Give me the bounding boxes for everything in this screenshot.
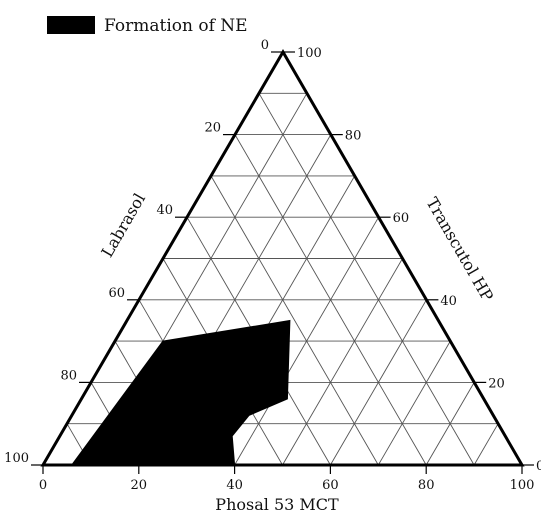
- tick-marks: [31, 51, 534, 474]
- grid-line-phosal-90: [473, 423, 499, 466]
- right-tick-label-100: 100: [297, 46, 322, 61]
- legend-swatch: [47, 16, 95, 34]
- bottom-tick-label-0: 0: [39, 478, 47, 493]
- legend-label: Formation of NE: [104, 16, 248, 36]
- ne-formation-region: [70, 319, 291, 466]
- left-tick-label-0: 0: [261, 38, 269, 53]
- bottom-tick-label-40: 40: [226, 478, 243, 493]
- right-tick-label-80: 80: [345, 129, 362, 144]
- right-tick-label-0: 0: [536, 459, 541, 474]
- grid-line-phosal-80: [425, 382, 475, 466]
- grid-line-phosal-50: [282, 258, 403, 466]
- grid-line-labrasol-10: [258, 93, 475, 466]
- left-tick-label-20: 20: [204, 121, 221, 136]
- grid-line-phosal-70: [377, 340, 451, 466]
- right-tick-label-40: 40: [440, 294, 457, 309]
- bottom-tick-label-20: 20: [131, 478, 148, 493]
- bottom-tick-label-80: 80: [418, 478, 435, 493]
- left-tick-label-100: 100: [4, 451, 29, 466]
- right-tick-label-20: 20: [488, 376, 505, 391]
- triangle-outline: [40, 49, 525, 467]
- right-axis-title: Transcutol HP: [422, 194, 497, 305]
- bottom-tick-label-100: 100: [510, 478, 535, 493]
- ne-region-layer: [70, 319, 291, 466]
- left-tick-label-40: 40: [156, 203, 173, 218]
- left-tick-label-80: 80: [60, 368, 77, 383]
- bottom-tick-label-60: 60: [322, 478, 339, 493]
- triangle-frame: [40, 49, 525, 467]
- left-tick-label-60: 60: [108, 286, 125, 301]
- grid-line-labrasol-30: [210, 175, 379, 466]
- right-tick-label-60: 60: [393, 211, 410, 226]
- bottom-axis-title: Phosal 53 MCT: [215, 495, 339, 514]
- grid-line-phosal-60: [330, 299, 427, 466]
- left-axis-title: Labrasol: [97, 190, 149, 261]
- legend: Formation of NE: [47, 16, 248, 36]
